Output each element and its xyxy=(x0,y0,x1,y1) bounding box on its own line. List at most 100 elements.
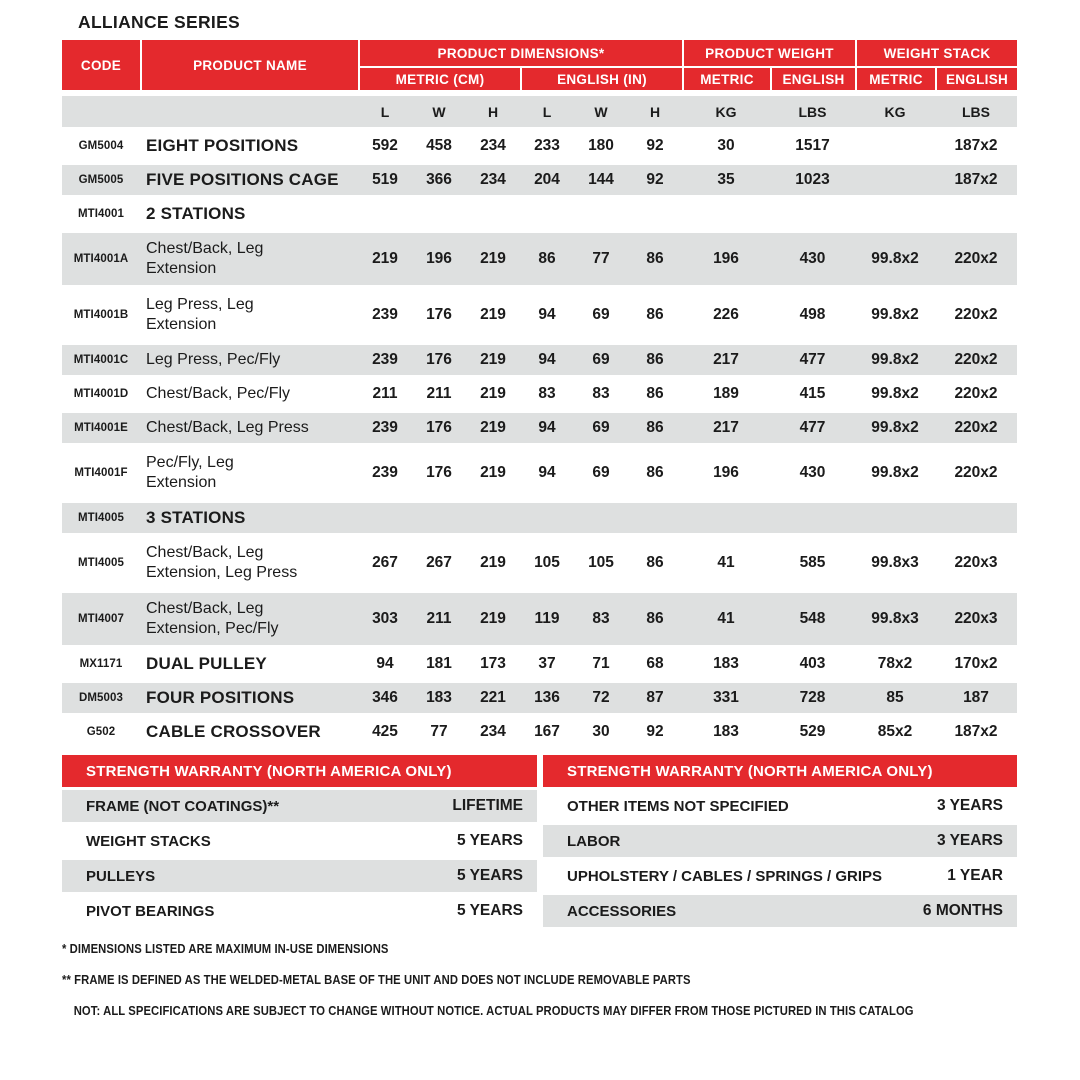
spec-value: 219 xyxy=(480,250,506,267)
header-english-in: ENGLISH (IN) xyxy=(520,66,682,90)
product-name: 3 STATIONS xyxy=(146,508,246,528)
spec-value: 85 xyxy=(886,689,904,706)
warranty-item: WEIGHT STACKS xyxy=(86,832,211,850)
table-row: MX1171 DUAL PULLEY 94 181 173 37 71 68 183 403 78x… xyxy=(62,649,1017,679)
spec-value: 239 xyxy=(372,419,398,436)
spec-value: 196 xyxy=(426,250,452,267)
spec-value xyxy=(574,199,628,229)
spec-value: 86 xyxy=(646,554,664,571)
spec-value: 430 xyxy=(799,250,826,267)
spec-value: 71 xyxy=(592,655,610,672)
spec-value: 92 xyxy=(646,137,664,154)
warranty-row: OTHER ITEMS NOT SPECIFIED 3 YEARS xyxy=(543,790,1017,822)
spec-value: 144 xyxy=(588,171,614,188)
spec-value: 220x3 xyxy=(954,554,998,571)
product-code: MTI4001B xyxy=(73,309,129,321)
footnote-specifications: NOT: ALL SPECIFICATIONS ARE SUBJECT TO C… xyxy=(73,1004,914,1018)
warranty-term: 5 YEARS xyxy=(456,867,523,884)
spec-value: 99.8x2 xyxy=(871,464,919,481)
table-row: MTI4005 Chest/Back, Leg Extension, Leg Pr… xyxy=(62,537,1017,589)
warranty-row: LABOR 3 YEARS xyxy=(543,825,1017,857)
table-row: MTI4007 Chest/Back, Leg Extension, Pec/Fl… xyxy=(62,593,1017,645)
spec-value: 105 xyxy=(588,554,614,571)
spec-value: 234 xyxy=(480,723,506,740)
spec-value xyxy=(466,503,520,533)
product-name: CABLE CROSSOVER xyxy=(146,722,321,742)
product-code: MTI4007 xyxy=(77,613,125,625)
spec-value: 72 xyxy=(592,689,610,706)
spec-value: 196 xyxy=(713,250,739,267)
spec-value: 233 xyxy=(534,137,560,154)
spec-rows: GM5004 EIGHT POSITIONS 592 458 234 233 180 92 30… xyxy=(62,131,1017,747)
unit-label: H xyxy=(487,103,499,120)
spec-value: 331 xyxy=(713,689,739,706)
spec-value xyxy=(628,503,682,533)
spec-value: 77 xyxy=(592,250,610,267)
warranty-item: PULLEYS xyxy=(86,867,156,885)
spec-value: 99.8x3 xyxy=(871,554,919,571)
warranty-table-right: STRENGTH WARRANTY (NORTH AMERICA ONLY) O… xyxy=(543,755,1017,927)
product-code: GM5004 xyxy=(78,140,124,152)
spec-value: 41 xyxy=(717,554,735,571)
table-row: MTI4001E Chest/Back, Leg Press 239 176 219 94… xyxy=(62,413,1017,443)
spec-value xyxy=(412,503,466,533)
warranty-item: PIVOT BEARINGS xyxy=(86,902,215,920)
spec-value xyxy=(770,503,855,533)
warranty-item: LABOR xyxy=(567,832,621,850)
spec-value: 529 xyxy=(799,723,826,740)
spec-table: CODE PRODUCT NAME PRODUCT DIMENSIONS* PR… xyxy=(62,40,1017,751)
spec-value xyxy=(574,503,628,533)
spec-value xyxy=(412,199,466,229)
table-row: MTI4001D Chest/Back, Pec/Fly 211 211 219 83 83… xyxy=(62,379,1017,409)
spec-value: 173 xyxy=(480,655,506,672)
spec-value: 366 xyxy=(426,171,452,188)
unit-label: W xyxy=(594,103,608,120)
spec-value: 267 xyxy=(372,554,398,571)
header-metric-cm: METRIC (CM) xyxy=(358,66,520,90)
product-code: MTI4001F xyxy=(74,467,128,479)
spec-value: 183 xyxy=(713,655,739,672)
spec-value: 92 xyxy=(646,171,664,188)
spec-value: 92 xyxy=(646,723,664,740)
spec-value: 189 xyxy=(713,385,739,402)
product-name: EIGHT POSITIONS xyxy=(146,136,299,156)
spec-value: 30 xyxy=(592,723,610,740)
spec-value: 221 xyxy=(480,689,506,706)
spec-value: 219 xyxy=(480,419,506,436)
spec-value: 1517 xyxy=(795,137,830,154)
spec-value: 167 xyxy=(534,723,560,740)
spec-value: 99.8x2 xyxy=(871,250,919,267)
spec-value: 37 xyxy=(538,655,556,672)
spec-value: 220x2 xyxy=(954,419,998,436)
spec-value: 585 xyxy=(799,554,826,571)
spec-value: 41 xyxy=(717,610,735,627)
product-name: Chest/Back, Leg Extension, Pec/Fly xyxy=(146,599,279,637)
spec-value: 220x3 xyxy=(954,610,998,627)
warranty-term: LIFETIME xyxy=(452,797,523,814)
table-row: MTI4001 2 STATIONS xyxy=(62,199,1017,229)
spec-value: 136 xyxy=(534,689,560,706)
spec-value: 548 xyxy=(799,610,826,627)
product-name: Chest/Back, Pec/Fly xyxy=(146,384,291,402)
spec-value: 204 xyxy=(534,171,560,188)
product-code: MTI4001D xyxy=(73,388,129,400)
spec-value: 219 xyxy=(480,306,506,323)
warranty-row: PIVOT BEARINGS 5 YEARS xyxy=(62,895,537,927)
warranty-row: UPHOLSTERY / CABLES / SPRINGS / GRIPS 1 … xyxy=(543,860,1017,892)
warranty-item: OTHER ITEMS NOT SPECIFIED xyxy=(567,797,789,815)
spec-value: 83 xyxy=(538,385,556,402)
footnotes: * DIMENSIONS LISTED ARE MAXIMUM IN-USE D… xyxy=(62,942,1062,1035)
spec-value: 219 xyxy=(480,464,506,481)
spec-value: 458 xyxy=(426,137,452,154)
spec-value: 220x2 xyxy=(954,306,998,323)
spec-value: 69 xyxy=(592,419,610,436)
spec-value: 105 xyxy=(534,554,560,571)
spec-value: 86 xyxy=(646,610,664,627)
spec-value: 94 xyxy=(538,306,556,323)
spec-value: 592 xyxy=(372,137,398,154)
spec-value xyxy=(682,199,770,229)
header-product-name: PRODUCT NAME xyxy=(140,40,358,90)
table-row: G502 CABLE CROSSOVER 425 77 234 167 30 92 183 529… xyxy=(62,717,1017,747)
product-code: G502 xyxy=(86,726,116,738)
spec-value: 99.8x2 xyxy=(871,306,919,323)
